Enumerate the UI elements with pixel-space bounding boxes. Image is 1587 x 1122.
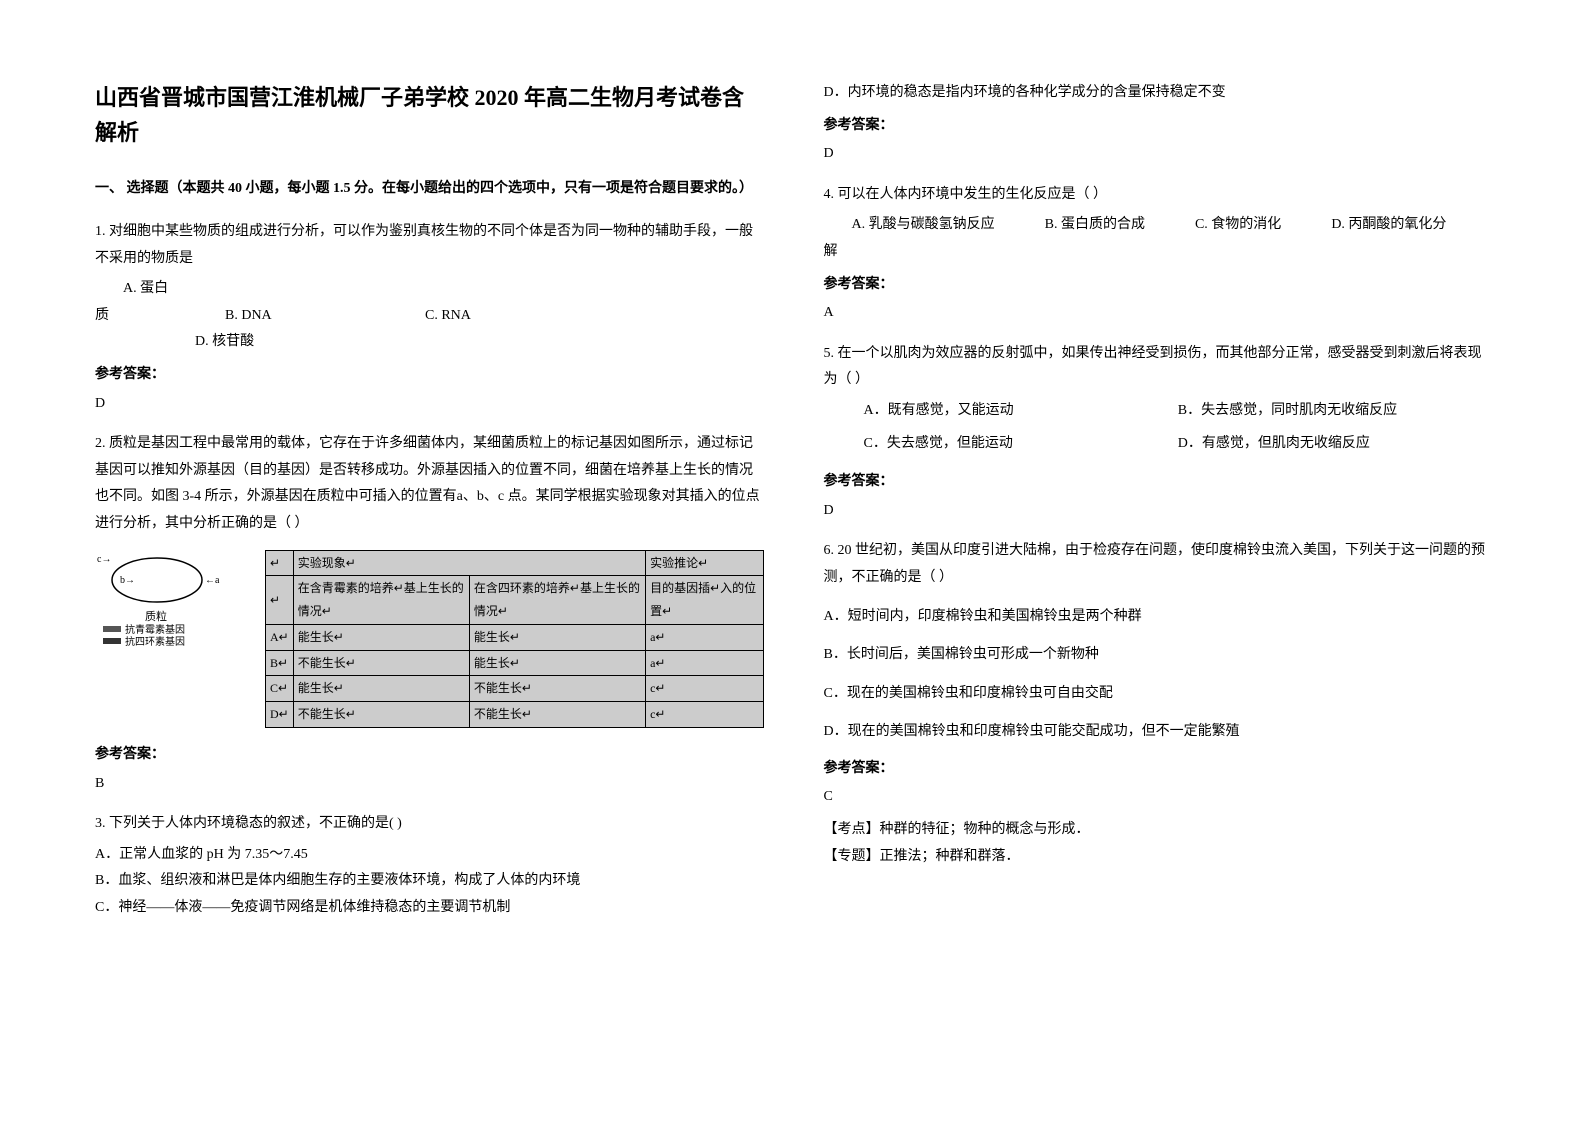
rD1: 不能生长↵	[293, 702, 469, 728]
q1-answer: D	[95, 391, 764, 418]
rD3: c↵	[646, 702, 763, 728]
q3-optB: B．血浆、组织液和淋巴是体内细胞生存的主要液体环境，构成了人体的内环境	[95, 868, 764, 895]
q1-optB: B. DNA	[225, 303, 425, 330]
q1-options: A. 蛋白	[95, 276, 764, 303]
q4-text: 4. 可以在人体内环境中发生的生化反应是（ ）	[824, 182, 1493, 209]
rC3: c↵	[646, 676, 763, 702]
q3-optA: A．正常人血浆的 pH 为 7.35～7.45	[95, 842, 764, 869]
rC1: 能生长↵	[293, 676, 469, 702]
q4-optA: A. 乳酸与碳酸氢钠反应	[852, 212, 995, 239]
rB3: a↵	[646, 650, 763, 676]
experiment-table: ↵ 实验现象↵ 实验推论↵ ↵ 在含青霉素的培养↵基上生长的情况↵ 在含四环素的…	[265, 550, 764, 729]
right-column: D．内环境的稳态是指内环境的各种化学成分的含量保持稳定不变 参考答案： D 4.…	[794, 80, 1493, 1042]
rC: C↵	[266, 676, 294, 702]
q1-optC: C. RNA	[425, 303, 471, 330]
q5-text: 5. 在一个以肌肉为效应器的反射弧中，如果传出神经受到损伤，而其他部分正常，感受…	[824, 341, 1493, 394]
th2: 实验推论↵	[646, 550, 763, 576]
th5: 目的基因插↵入的位置↵	[646, 576, 763, 625]
marker-b: b→	[120, 575, 135, 586]
q4-optD2: 解	[824, 239, 1493, 266]
q1-optD: D. 核苷酸	[95, 329, 764, 356]
q6-optA: A．短时间内，印度棉铃虫和美国棉铃虫是两个种群	[824, 604, 1493, 631]
q5-optB: B．失去感觉，同时肌肉无收缩反应	[1178, 398, 1492, 425]
th3: 在含青霉素的培养↵基上生长的情况↵	[293, 576, 469, 625]
rA1: 能生长↵	[293, 624, 469, 650]
rB: B↵	[266, 650, 294, 676]
q1-optA: A. 蛋白	[123, 281, 168, 296]
q2-figure-row: ←a b→ c→ 质粒 抗青霉素基因 抗四环素基因 ↵ 实验现象↵ 实验推论↵ …	[95, 550, 764, 729]
q6-text: 6. 20 世纪初，美国从印度引进大陆棉，由于检疫存在问题，使印度棉铃虫流入美国…	[824, 538, 1493, 591]
q5-answer-label: 参考答案：	[824, 469, 1493, 496]
rA3: a↵	[646, 624, 763, 650]
q4-answer-label: 参考答案：	[824, 272, 1493, 299]
q5-answer: D	[824, 498, 1493, 525]
q6-point: 【考点】种群的特征；物种的概念与形成．	[824, 817, 1493, 844]
q5-optD: D．有感觉，但肌肉无收缩反应	[1178, 431, 1492, 458]
q6-optB: B．长时间后，美国棉铃虫可形成一个新物种	[824, 642, 1493, 669]
q2-answer-label: 参考答案：	[95, 742, 764, 769]
q3-optD: D．内环境的稳态是指内环境的各种化学成分的含量保持稳定不变	[824, 80, 1493, 107]
q4-optB: B. 蛋白质的合成	[1045, 212, 1145, 239]
label-gene2: 抗四环素基因	[125, 635, 185, 648]
q1-optA2: 质	[95, 303, 225, 330]
q3-optC: C．神经——体液——免疫调节网络是机体维持稳态的主要调节机制	[95, 895, 764, 922]
rB2: 能生长↵	[469, 650, 645, 676]
q1-answer-label: 参考答案：	[95, 362, 764, 389]
rA: A↵	[266, 624, 294, 650]
label-gene1: 抗青霉素基因	[125, 623, 185, 636]
rB1: 不能生长↵	[293, 650, 469, 676]
rC2: 不能生长↵	[469, 676, 645, 702]
left-column: 山西省晋城市国营江淮机械厂子弟学校 2020 年高二生物月考试卷含解析 一、 选…	[95, 80, 794, 1042]
q5-row2: C．失去感觉，但能运动 D．有感觉，但肌肉无收缩反应	[824, 431, 1493, 458]
rA2: 能生长↵	[469, 624, 645, 650]
table-blank: ↵	[266, 550, 294, 576]
q6-optC: C．现在的美国棉铃虫和印度棉铃虫可自由交配	[824, 681, 1493, 708]
q6-answer: C	[824, 784, 1493, 811]
marker-c: c→	[97, 554, 111, 565]
q5-row1: A．既有感觉，又能运动 B．失去感觉，同时肌肉无收缩反应	[824, 398, 1493, 425]
plasmid-diagram: ←a b→ c→ 质粒 抗青霉素基因 抗四环素基因	[95, 550, 245, 670]
rD2: 不能生长↵	[469, 702, 645, 728]
q6-answer-label: 参考答案：	[824, 756, 1493, 783]
marker-a: ←a	[205, 575, 220, 586]
q6-topic: 【专题】正推法；种群和群落．	[824, 844, 1493, 871]
q6-optD: D．现在的美国棉铃虫和印度棉铃虫可能交配成功，但不一定能繁殖	[824, 719, 1493, 746]
label-plasmid: 质粒	[145, 609, 167, 623]
th1: 实验现象↵	[293, 550, 645, 576]
q4-optC: C. 食物的消化	[1195, 212, 1281, 239]
q4-optD: D. 丙酮酸的氧化分	[1331, 212, 1446, 239]
q5-optA: A．既有感觉，又能运动	[864, 398, 1178, 425]
q3-answer: D	[824, 141, 1493, 168]
section-header: 一、 选择题（本题共 40 小题，每小题 1.5 分。在每小题给出的四个选项中，…	[95, 176, 764, 203]
q1-text: 1. 对细胞中某些物质的组成进行分析，可以作为鉴别真核生物的不同个体是否为同一物…	[95, 219, 764, 272]
q2-answer: B	[95, 771, 764, 798]
exam-title: 山西省晋城市国营江淮机械厂子弟学校 2020 年高二生物月考试卷含解析	[95, 80, 764, 150]
q4-answer: A	[824, 300, 1493, 327]
q4-options: A. 乳酸与碳酸氢钠反应 B. 蛋白质的合成 C. 食物的消化 D. 丙酮酸的氧…	[824, 212, 1493, 239]
q3-answer-label: 参考答案：	[824, 113, 1493, 140]
q3-text: 3. 下列关于人体内环境稳态的叙述，不正确的是( )	[95, 811, 764, 838]
q2-text: 2. 质粒是基因工程中最常用的载体，它存在于许多细菌体内，某细菌质粒上的标记基因…	[95, 431, 764, 537]
q5-optC: C．失去感觉，但能运动	[864, 431, 1178, 458]
rD: D↵	[266, 702, 294, 728]
table-blank2: ↵	[266, 576, 294, 625]
th4: 在含四环素的培养↵基上生长的情况↵	[469, 576, 645, 625]
